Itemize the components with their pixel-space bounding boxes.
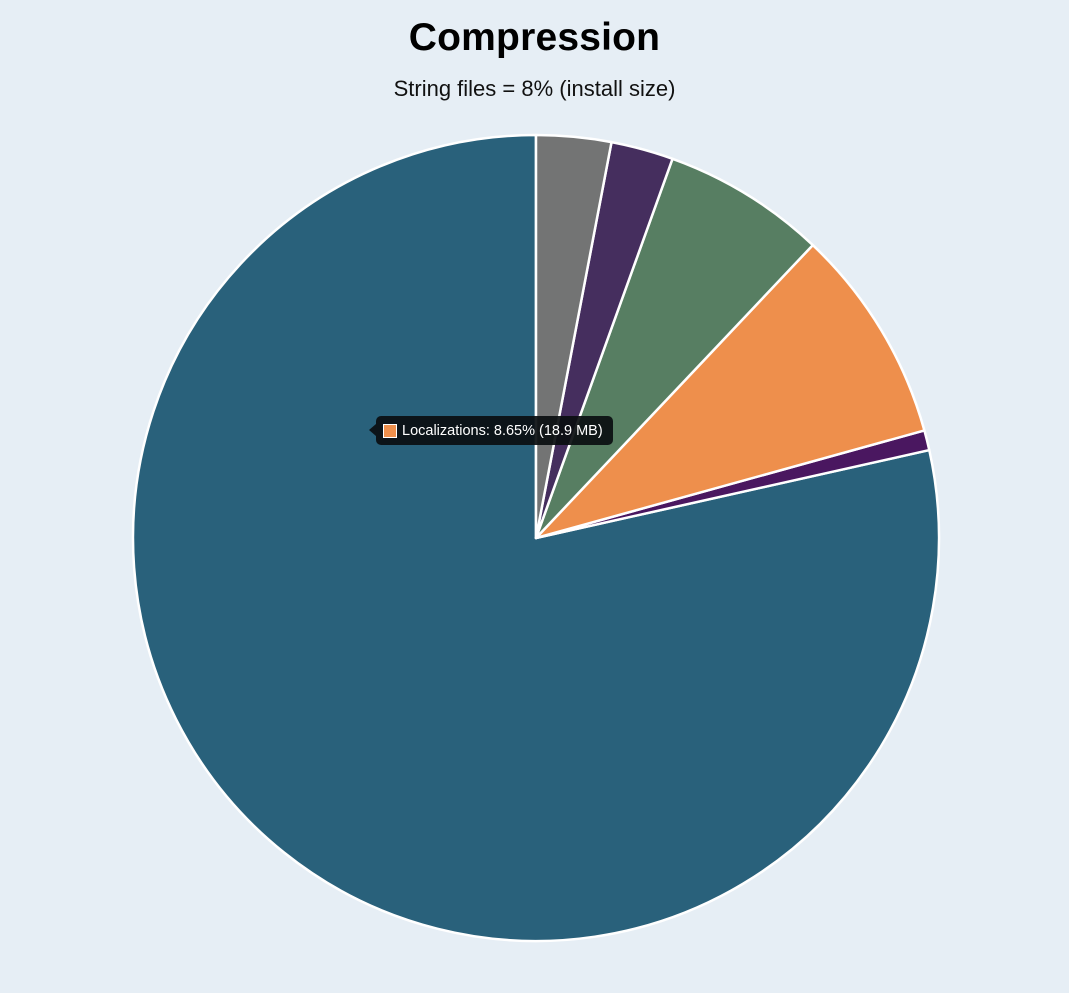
tooltip-color-swatch — [383, 423, 397, 438]
tooltip-arrow — [369, 424, 376, 436]
slice-tooltip: Localizations: 8.65% (18.9 MB) — [369, 416, 613, 445]
tooltip-text: Localizations: 8.65% (18.9 MB) — [402, 422, 603, 439]
chart-title: Compression — [408, 16, 661, 59]
chart-subtitle: String files = 8% (install size) — [393, 76, 676, 101]
slice-localizations[interactable] — [534, 243, 926, 540]
